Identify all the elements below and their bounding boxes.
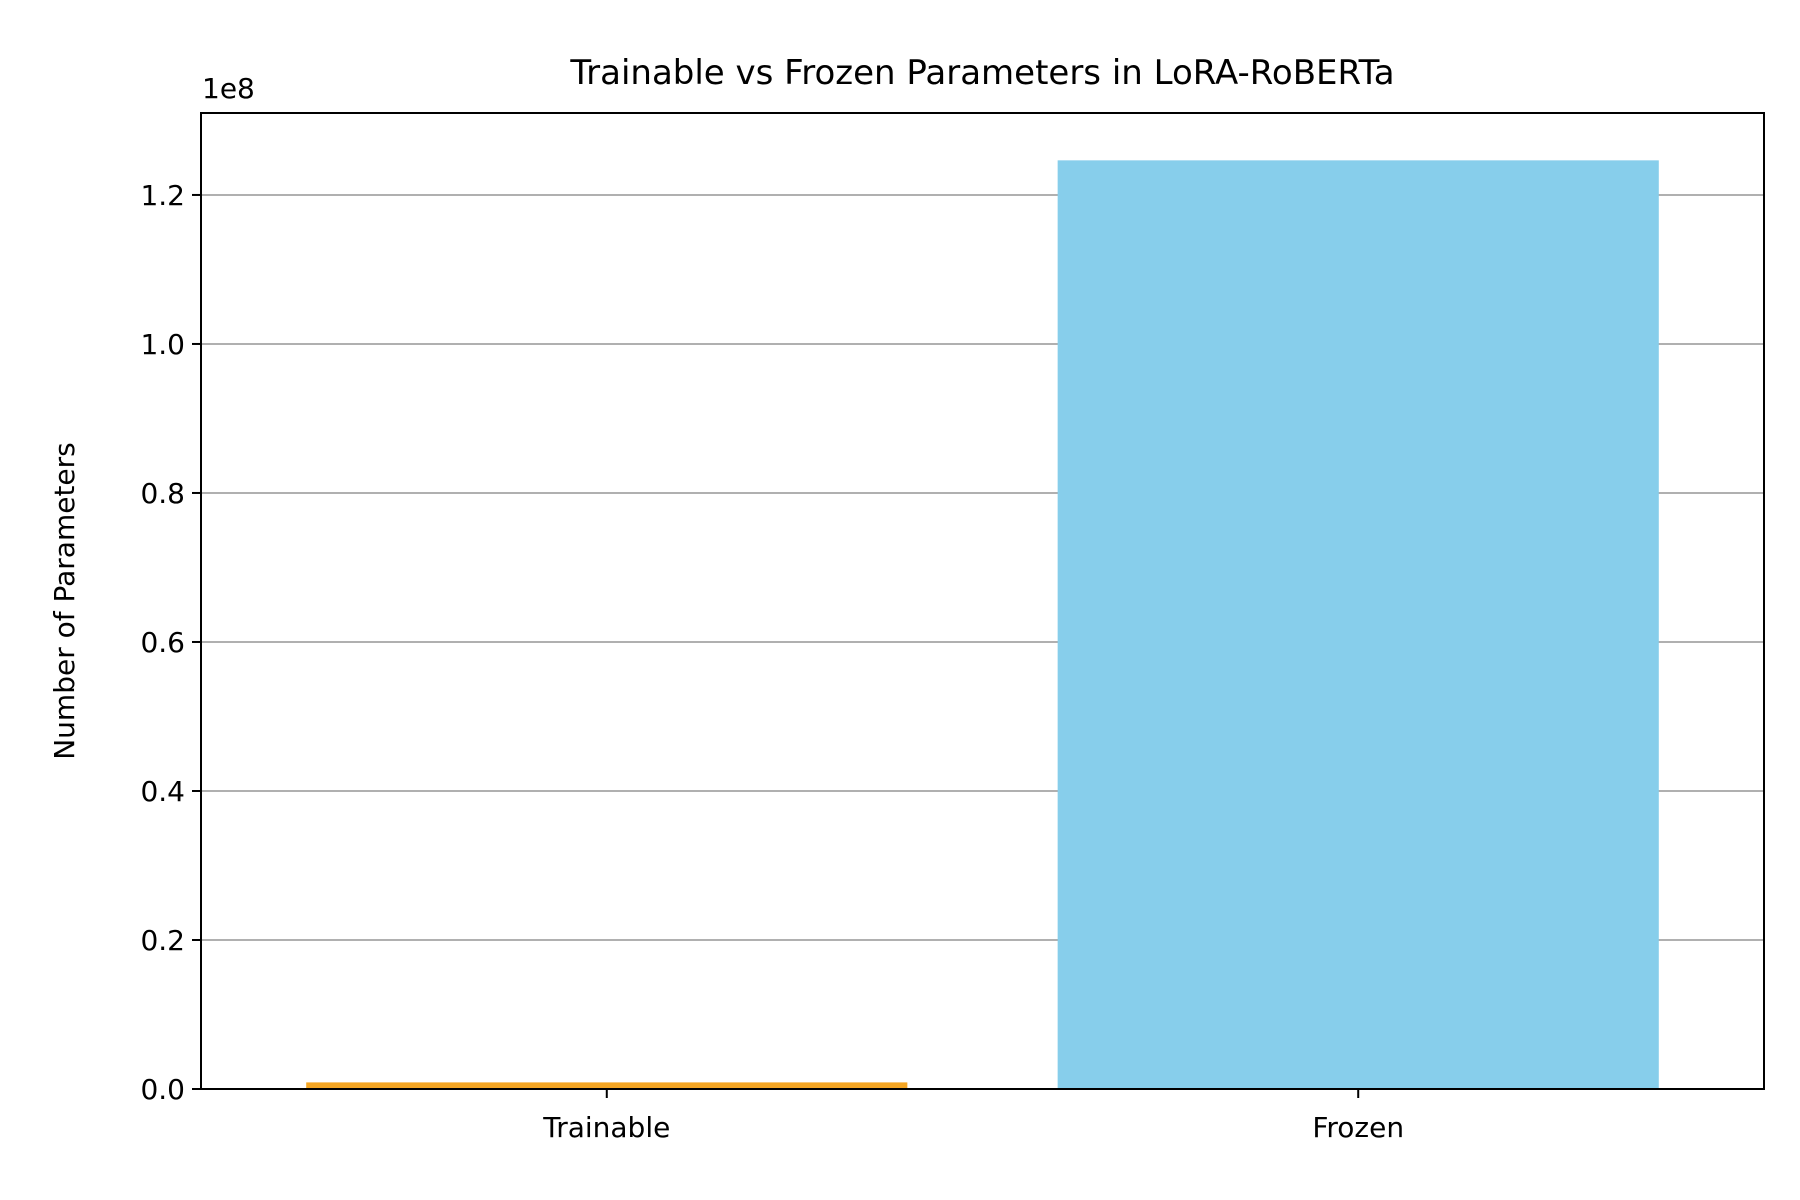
- y-tick-label: 1.2: [140, 179, 185, 212]
- chart-title: Trainable vs Frozen Parameters in LoRA-R…: [569, 53, 1394, 93]
- y-axis-label: Number of Parameters: [48, 442, 81, 760]
- y-tick-label: 0.0: [140, 1073, 185, 1106]
- y-tick-label: 0.2: [140, 924, 185, 957]
- bar-trainable: [306, 1082, 908, 1089]
- bar-frozen: [1057, 160, 1659, 1089]
- x-tick-label: Trainable: [542, 1111, 670, 1144]
- y-axis-ticks: 0.0 0.2 0.4 0.6 0.8 1.0 1.2: [140, 179, 201, 1106]
- y-tick-label: 0.8: [140, 477, 185, 510]
- y-tick-label: 0.4: [140, 775, 185, 808]
- plot-frame: [200, 112, 1765, 1090]
- bars: [306, 160, 1659, 1089]
- x-axis-ticks: Trainable Frozen: [542, 1089, 1404, 1144]
- y-tick-label: 1.0: [140, 328, 185, 361]
- x-tick-label: Frozen: [1312, 1111, 1404, 1144]
- y-axis-offset-label: 1e8: [202, 72, 255, 105]
- y-tick-label: 0.6: [140, 626, 185, 659]
